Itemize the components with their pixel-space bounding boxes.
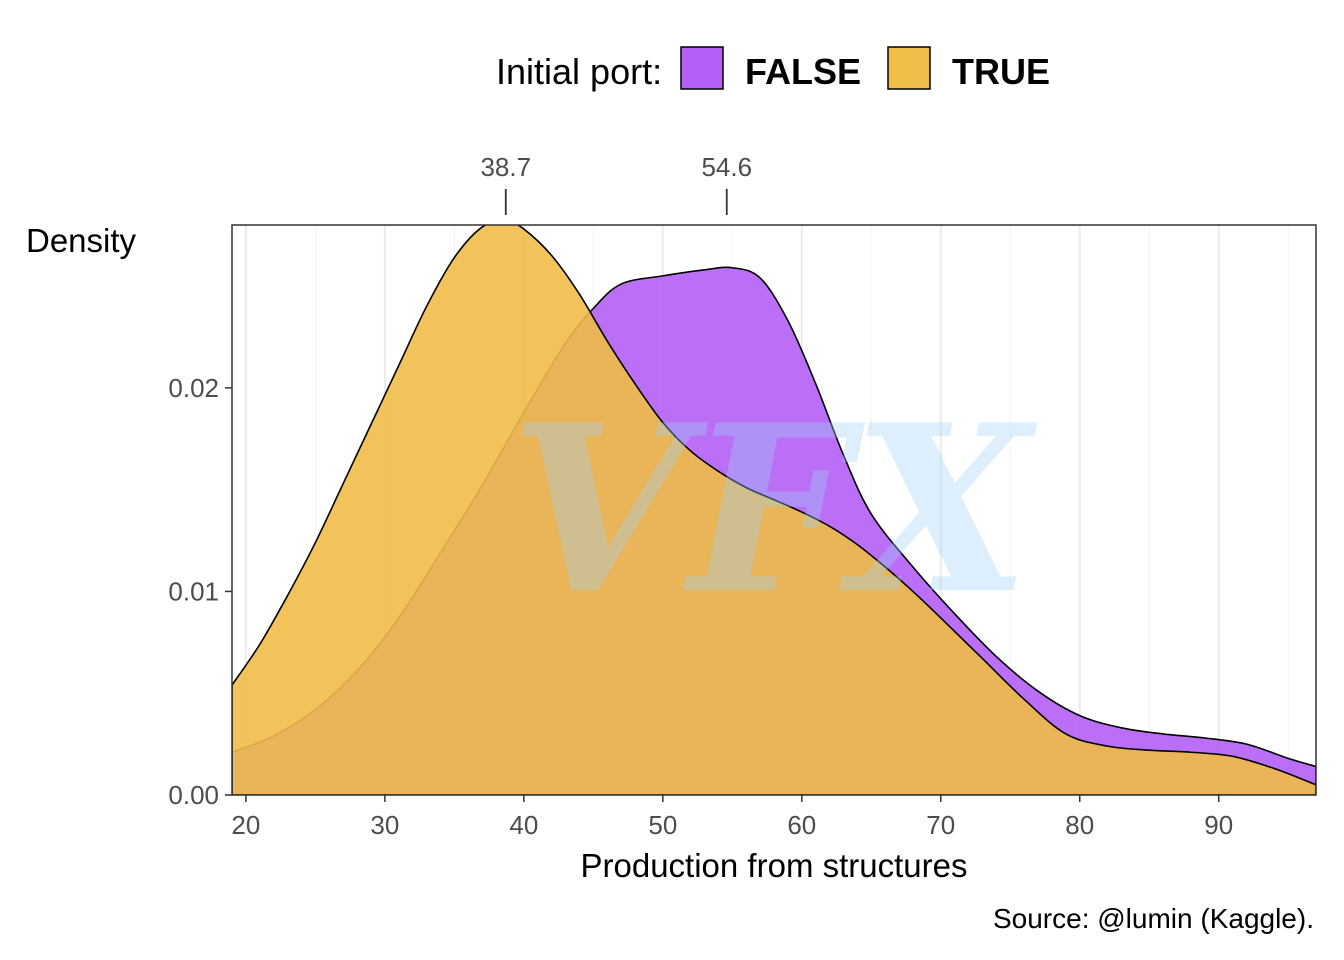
peak-marker-label: 38.7 — [480, 152, 531, 182]
peak-markers: 38.7 54.6 — [480, 152, 752, 215]
y-tick-label: 0.01 — [168, 576, 219, 606]
density-area-true — [232, 225, 1316, 795]
x-tick-label: 90 — [1204, 810, 1233, 840]
peak-marker-label: 54.6 — [701, 152, 752, 182]
y-axis-title: Density — [26, 222, 137, 259]
x-tick-label: 50 — [648, 810, 677, 840]
legend: Initial port: FALSE TRUE — [496, 46, 1050, 92]
legend-label-true: TRUE — [952, 51, 1050, 92]
plot-area: VFX — [231, 224, 1317, 796]
x-tick-label: 40 — [509, 810, 538, 840]
x-tick-label: 60 — [787, 810, 816, 840]
legend-label-false: FALSE — [745, 51, 861, 92]
x-tick-label: 80 — [1065, 810, 1094, 840]
y-tick-label: 0.00 — [168, 780, 219, 810]
caption: Source: @lumin (Kaggle). — [993, 903, 1314, 934]
legend-key-true — [887, 46, 931, 90]
x-axis-title: Production from structures — [581, 847, 968, 884]
density-areas — [232, 225, 1316, 795]
x-tick-label: 30 — [370, 810, 399, 840]
panel-border — [231, 224, 1317, 796]
x-tick-label: 70 — [926, 810, 955, 840]
legend-key-false — [680, 46, 724, 90]
x-tick-label: 20 — [231, 810, 260, 840]
y-tick-label: 0.02 — [168, 373, 219, 403]
x-axis: 20 30 40 50 60 70 80 90 — [231, 795, 1233, 840]
legend-title: Initial port: — [496, 51, 662, 92]
watermark: VFX — [510, 375, 1038, 645]
y-axis: 0.00 0.01 0.02 — [168, 373, 232, 810]
